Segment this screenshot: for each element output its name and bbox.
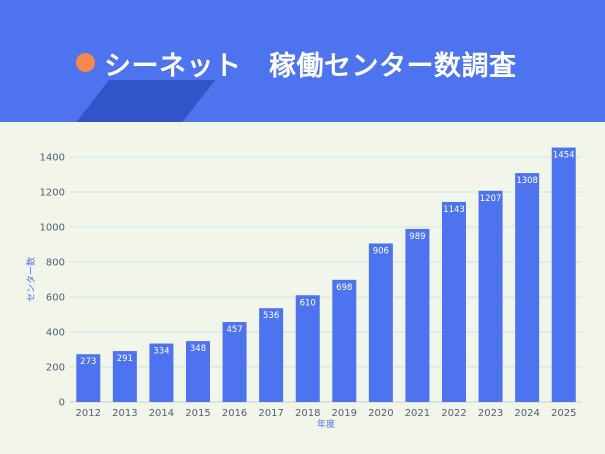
y-tick-label: 1200: [40, 188, 65, 199]
x-tick-label: 2013: [112, 408, 137, 419]
y-tick-label: 800: [46, 258, 65, 269]
bar-2022: [442, 201, 466, 402]
x-tick-label: 2021: [405, 408, 430, 419]
bar-value-label: 989: [409, 232, 425, 242]
bar-2012: [76, 354, 101, 402]
bar-value-label: 906: [373, 246, 389, 256]
x-tick-label: 2016: [222, 408, 247, 419]
bar-value-label: 698: [336, 283, 352, 293]
x-tick-label: 2018: [295, 408, 320, 419]
bar-value-label: 1454: [553, 151, 575, 161]
x-tick-label: 2023: [478, 408, 503, 419]
bar-2023: [478, 190, 503, 402]
bar-2016: [222, 322, 247, 402]
bar-value-label: 1143: [443, 205, 465, 215]
bar-2020: [368, 243, 393, 402]
x-tick-label: 2025: [551, 408, 576, 419]
bar-value-label: 1207: [480, 194, 502, 204]
bar-2024: [515, 173, 540, 402]
bar-2013: [112, 351, 137, 402]
header-banner: シーネット 稼働センター数調査: [0, 0, 605, 122]
x-tick-label: 2019: [332, 408, 357, 419]
bar-value-label: 334: [153, 347, 169, 357]
y-tick-label: 400: [46, 328, 65, 339]
bar-2014: [149, 343, 174, 402]
bar-2018: [295, 295, 320, 402]
bar-2019: [332, 279, 357, 402]
bar-2025: [551, 147, 576, 402]
y-tick-label: 600: [46, 293, 65, 304]
x-tick-label: 2012: [76, 408, 101, 419]
bar-value-label: 348: [190, 344, 206, 354]
y-tick-label: 1400: [40, 153, 65, 164]
bar-chart: 0 200 400 600 800 1000 1200 1400 273 291 334 348 45…: [25, 147, 582, 430]
x-tick-label: 2015: [185, 408, 210, 419]
chart-title: シーネット 稼働センター数調査: [104, 51, 517, 82]
bar-value-label: 1308: [516, 176, 538, 186]
x-tick-label: 2020: [368, 408, 393, 419]
y-tick-label: 0: [59, 398, 65, 409]
x-tick-label: 2014: [149, 408, 174, 419]
x-axis-ticks: 2012 2013 2014 2015 2016 2017 2018 2019 2020 2021…: [76, 408, 577, 419]
bar-value-label: 536: [263, 311, 279, 321]
bar-2017: [259, 308, 284, 402]
bars: 273 291 334 348 457 536 610 698 906 989 1143 1207 13…: [76, 147, 576, 402]
bar-2015: [186, 341, 210, 402]
bar-value-label: 291: [117, 354, 133, 364]
bar-2021: [405, 228, 430, 402]
gridlines: [70, 156, 582, 403]
x-tick-label: 2017: [258, 408, 283, 419]
x-tick-label: 2022: [441, 408, 466, 419]
y-axis-title: センター数: [25, 257, 37, 302]
x-axis-title: 年度: [317, 418, 335, 430]
bar-value-label: 273: [80, 357, 96, 367]
bar-value-label: 457: [226, 325, 242, 335]
y-tick-label: 200: [46, 363, 65, 374]
bullet-dot: [76, 53, 95, 72]
y-tick-label: 1000: [40, 223, 65, 234]
bar-value-label: 610: [300, 298, 316, 308]
x-tick-label: 2024: [514, 408, 539, 419]
y-axis-ticks: 0 200 400 600 800 1000 1200 1400: [40, 153, 65, 409]
